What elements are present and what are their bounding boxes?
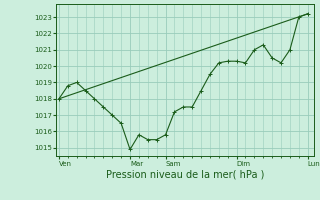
X-axis label: Pression niveau de la mer( hPa ): Pression niveau de la mer( hPa )	[106, 170, 264, 180]
